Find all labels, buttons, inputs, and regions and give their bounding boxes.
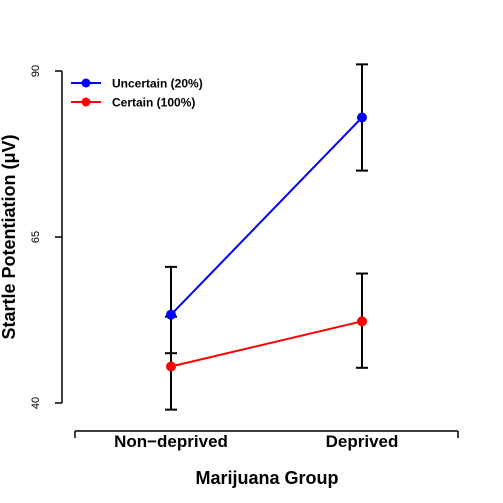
y-tick-label: 65 — [30, 231, 42, 243]
series-layer — [165, 63, 368, 411]
series-line — [170, 116, 363, 316]
data-point — [357, 316, 367, 327]
y-tick-label: 90 — [30, 65, 42, 77]
legend-label: Uncertain (20%) — [112, 77, 203, 91]
x-tick-label: Non−deprived — [114, 432, 228, 451]
legend: Uncertain (20%) Certain (100%) — [71, 77, 203, 110]
y-axis-title: Startle Potentiation (μV) — [0, 134, 19, 339]
y-tick-label: 40 — [30, 397, 42, 409]
data-point — [166, 361, 176, 372]
axes: 40 65 90 Non−deprived Deprived — [30, 65, 459, 451]
data-point — [357, 112, 367, 123]
legend-marker — [81, 78, 91, 88]
x-axis-title: Marijuana Group — [195, 468, 338, 488]
data-point — [166, 309, 176, 320]
legend-marker — [81, 97, 91, 107]
series-line — [170, 320, 363, 368]
x-tick-label: Deprived — [326, 432, 399, 451]
legend-label: Certain (100%) — [112, 96, 195, 110]
